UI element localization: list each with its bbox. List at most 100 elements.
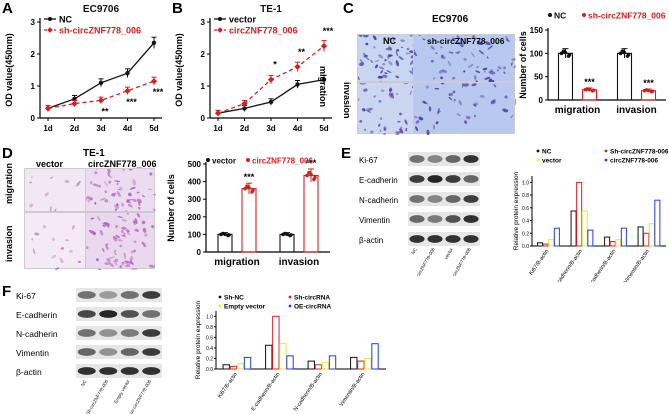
blot-membrane bbox=[76, 307, 162, 321]
bar bbox=[587, 229, 594, 247]
stained-cell bbox=[505, 36, 509, 40]
blot-row-label: N-cadherin bbox=[16, 329, 58, 339]
stained-cell bbox=[121, 165, 126, 172]
stain-texture bbox=[39, 119, 206, 251]
blot-band bbox=[409, 195, 425, 203]
blot-band bbox=[409, 215, 425, 223]
stained-cell bbox=[112, 235, 118, 240]
stained-cell bbox=[493, 83, 497, 88]
panel-label-e: E bbox=[341, 145, 352, 162]
blot-row-label: β-actin bbox=[359, 236, 383, 245]
micrograph-d-oe-invasion bbox=[23, 153, 214, 312]
x-category-label: E-cadherin/B-actin bbox=[251, 372, 282, 413]
stained-cell bbox=[409, 70, 414, 75]
data-point bbox=[72, 96, 77, 102]
stained-cell bbox=[511, 58, 516, 61]
blot-membrane bbox=[76, 288, 162, 302]
stained-cell bbox=[440, 46, 443, 49]
stained-cell bbox=[458, 42, 465, 46]
stained-cell bbox=[116, 203, 119, 207]
blot-band bbox=[99, 310, 118, 318]
stained-cell bbox=[452, 90, 456, 94]
blot-membrane bbox=[76, 364, 162, 378]
blot-lane-label: Empty vector bbox=[113, 379, 131, 405]
stained-cell bbox=[357, 98, 360, 102]
bar bbox=[321, 362, 330, 370]
data-point bbox=[644, 88, 649, 92]
x-tick-label: 4d bbox=[123, 124, 132, 133]
blot-band bbox=[409, 175, 425, 183]
x-category-label: migration bbox=[214, 257, 260, 268]
blot-band bbox=[77, 329, 96, 337]
x-category-label: Ki67/B-actin bbox=[528, 249, 550, 277]
stained-cell bbox=[362, 34, 369, 38]
stained-cell bbox=[396, 49, 400, 52]
legend-label: sh-circZNF778_006 bbox=[59, 26, 141, 36]
stained-cell bbox=[92, 232, 96, 236]
bar bbox=[279, 233, 295, 253]
stained-cell bbox=[440, 76, 443, 80]
y-tick-label: 300 bbox=[188, 195, 202, 204]
stained-cell bbox=[448, 51, 454, 54]
stained-cell bbox=[129, 260, 134, 265]
stained-cell bbox=[378, 66, 385, 70]
significance-marker: *** bbox=[643, 78, 654, 88]
legend-marker bbox=[217, 27, 223, 33]
stained-cell bbox=[448, 93, 454, 96]
stained-cell bbox=[473, 114, 477, 118]
bar bbox=[581, 210, 588, 247]
x-tick-label: 3d bbox=[96, 124, 105, 133]
bar bbox=[542, 243, 549, 247]
stained-cell bbox=[42, 225, 47, 229]
blot-row-label: Vimentin bbox=[16, 348, 49, 358]
blot-band bbox=[77, 291, 96, 299]
blot-band bbox=[142, 310, 161, 318]
stained-cell bbox=[359, 81, 367, 85]
blot-band bbox=[427, 155, 443, 163]
data-point bbox=[71, 100, 78, 107]
stained-cell bbox=[49, 206, 52, 212]
legend-marker bbox=[536, 158, 540, 162]
x-category-label: invasion bbox=[279, 257, 320, 268]
micrograph-d-vector-migration bbox=[6, 147, 119, 255]
legend-marker bbox=[246, 158, 250, 162]
stained-cell bbox=[137, 206, 141, 210]
stained-cell bbox=[373, 95, 376, 98]
stained-cell bbox=[102, 222, 107, 225]
stained-cell bbox=[482, 67, 488, 71]
stained-cell bbox=[372, 35, 377, 41]
stain-texture bbox=[348, 17, 600, 202]
blot-band bbox=[445, 155, 461, 163]
stained-cell bbox=[388, 61, 393, 66]
legend-marker bbox=[288, 295, 292, 299]
x-category-label: Vimentin/B-actin bbox=[339, 372, 367, 408]
stained-cell bbox=[476, 65, 479, 69]
stained-cell bbox=[132, 179, 136, 186]
y-tick-label: 0.2 bbox=[522, 231, 529, 237]
legend-label: NC bbox=[542, 149, 552, 156]
stained-cell bbox=[136, 198, 142, 203]
legend-label: Empty vector bbox=[224, 304, 266, 311]
blot-row-label: E-cadherin bbox=[359, 176, 398, 185]
bar bbox=[637, 226, 644, 247]
stained-cell bbox=[96, 166, 98, 170]
stained-cell bbox=[378, 123, 381, 127]
y-tick-label: 200 bbox=[188, 213, 202, 222]
stained-cell bbox=[32, 248, 36, 255]
data-point bbox=[295, 82, 300, 87]
x-category-label: Vimentin/B-actin bbox=[623, 249, 651, 282]
legend-label: Sh-circRNA bbox=[294, 295, 330, 302]
series-line-0 bbox=[217, 78, 325, 114]
stained-cell bbox=[433, 124, 435, 130]
stained-cell bbox=[434, 52, 438, 55]
stained-cell bbox=[99, 197, 106, 201]
stained-cell bbox=[94, 201, 97, 205]
stained-cell bbox=[366, 107, 374, 111]
stained-cell bbox=[471, 83, 477, 87]
stained-cell bbox=[404, 119, 408, 125]
micrograph-d-vector-invasion bbox=[13, 186, 120, 331]
stained-cell bbox=[114, 180, 121, 182]
stained-cell bbox=[395, 60, 399, 67]
western-blot-e: Ki-67 E-cadherin N-cadherin Vimentin β-actin… bbox=[355, 148, 510, 284]
stained-cell bbox=[114, 208, 118, 211]
